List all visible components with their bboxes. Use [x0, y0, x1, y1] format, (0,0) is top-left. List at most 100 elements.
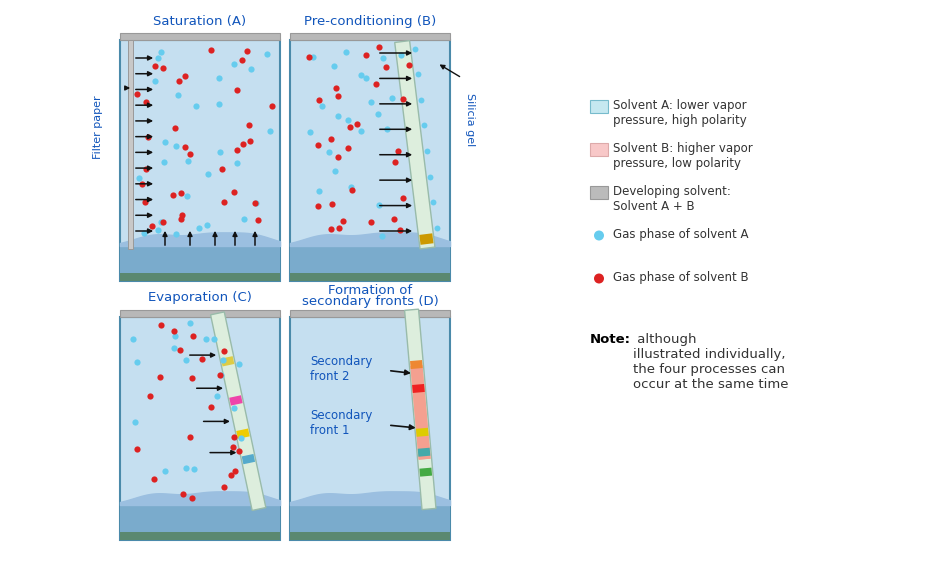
Point — [138, 197, 153, 206]
Point — [396, 194, 411, 203]
Point — [326, 62, 341, 71]
Point — [391, 146, 405, 156]
Point — [371, 109, 386, 119]
Point — [229, 85, 244, 94]
Point — [302, 127, 317, 137]
Bar — [290, 246, 450, 273]
Point — [129, 89, 144, 98]
Bar — [120, 310, 280, 317]
Bar — [120, 505, 280, 532]
Point — [166, 326, 181, 335]
Point — [204, 402, 219, 411]
Text: Evaporation (C): Evaporation (C) — [148, 291, 252, 305]
Point — [168, 331, 183, 340]
Point — [331, 223, 346, 233]
Text: Secondary
front 1: Secondary front 1 — [310, 409, 372, 437]
Bar — [418, 448, 431, 457]
Point — [353, 70, 368, 79]
Point — [364, 97, 379, 107]
Bar — [405, 309, 436, 510]
Point — [153, 218, 168, 227]
Point — [358, 73, 373, 82]
Bar — [120, 40, 280, 281]
Point — [153, 320, 168, 329]
Point — [241, 120, 256, 130]
Point — [344, 185, 359, 195]
Point — [230, 146, 245, 155]
Point — [335, 217, 350, 226]
Point — [179, 355, 193, 365]
Point — [187, 464, 202, 473]
Point — [143, 391, 158, 400]
Circle shape — [594, 230, 604, 241]
Point — [217, 483, 232, 492]
Text: Silicia gel: Silicia gel — [465, 93, 475, 146]
Point — [228, 466, 243, 475]
Point — [201, 169, 216, 179]
Point — [168, 142, 183, 151]
Bar — [426, 172, 434, 181]
Point — [139, 165, 153, 174]
Bar — [236, 429, 249, 439]
Point — [417, 121, 432, 130]
Point — [226, 59, 241, 69]
Text: Solvent A: lower vapor
pressure, high polarity: Solvent A: lower vapor pressure, high po… — [613, 99, 747, 127]
Point — [302, 52, 317, 61]
Point — [182, 150, 197, 159]
Bar — [120, 317, 280, 540]
Point — [200, 220, 215, 229]
Point — [211, 74, 226, 83]
Point — [185, 374, 200, 383]
Bar — [290, 505, 450, 532]
Bar — [394, 41, 435, 249]
Bar — [410, 46, 419, 55]
Point — [376, 54, 391, 63]
Point — [173, 214, 188, 223]
Bar — [120, 246, 280, 273]
Bar — [414, 71, 422, 79]
Point — [410, 70, 425, 79]
Text: Pre-conditioning (B): Pre-conditioning (B) — [304, 14, 436, 28]
Bar — [290, 310, 450, 317]
Point — [204, 46, 219, 55]
Bar — [432, 222, 441, 231]
Point — [227, 403, 242, 412]
Point — [135, 180, 150, 189]
Point — [171, 77, 186, 86]
Point — [312, 95, 326, 104]
Point — [217, 198, 232, 207]
Point — [209, 392, 224, 401]
Point — [407, 44, 422, 53]
Point — [180, 156, 195, 165]
Point — [167, 124, 182, 133]
Point — [148, 62, 163, 71]
Bar — [120, 33, 280, 40]
Point — [150, 53, 165, 62]
Point — [213, 147, 228, 156]
Point — [129, 357, 144, 366]
Point — [392, 225, 407, 234]
Point — [358, 51, 373, 60]
Point — [235, 139, 250, 149]
Point — [185, 332, 200, 341]
Point — [324, 224, 339, 233]
Point — [155, 64, 170, 73]
Point — [329, 84, 344, 93]
Bar — [210, 312, 266, 510]
Point — [195, 354, 210, 363]
Point — [217, 346, 232, 355]
Point — [324, 200, 339, 209]
Point — [172, 345, 187, 354]
Point — [215, 164, 230, 173]
Bar — [419, 122, 429, 130]
Bar — [229, 395, 243, 406]
Point — [429, 223, 444, 233]
Point — [126, 335, 140, 344]
Bar — [242, 454, 255, 464]
Text: Solvent B: higher vapor
pressure, low polarity: Solvent B: higher vapor pressure, low po… — [613, 142, 752, 170]
Point — [237, 215, 252, 224]
Bar — [221, 356, 234, 366]
Point — [227, 433, 242, 442]
Bar — [416, 428, 429, 437]
Text: Filter paper: Filter paper — [93, 96, 103, 159]
